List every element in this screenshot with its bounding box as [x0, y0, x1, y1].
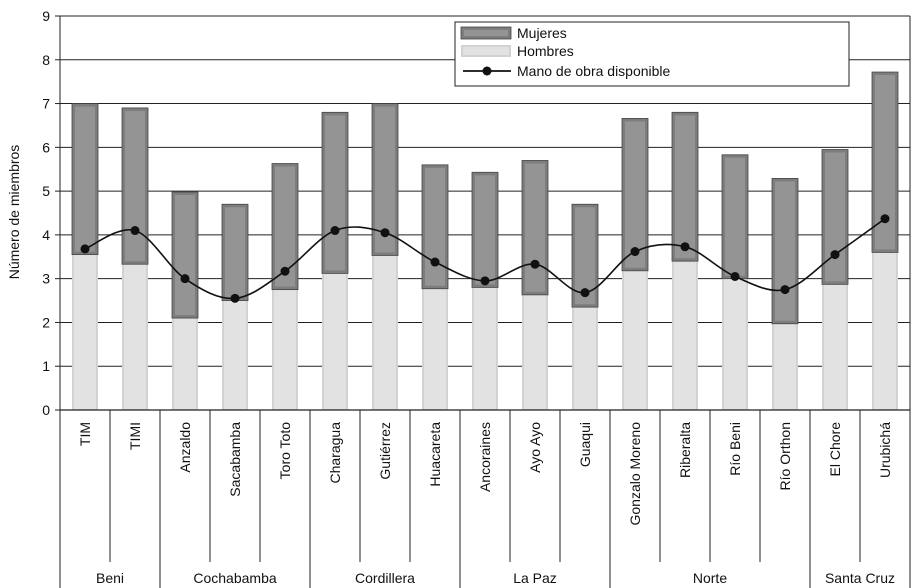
- bar-mujeres-highlight-huacareta: [425, 167, 445, 286]
- labor-point-anzaldo: [180, 274, 190, 284]
- bar-hombres-highlight-ayo-ayo: [524, 294, 546, 409]
- bar-hombres-highlight-toro-toto: [274, 289, 296, 409]
- legend-label-mujeres: Mujeres: [517, 25, 567, 41]
- legend-label-mano: Mano de obra disponible: [517, 63, 671, 79]
- labor-point-gonzalo-moreno: [630, 247, 640, 257]
- x-label-charagua: Charagua: [327, 422, 343, 484]
- labor-point-guaqui: [580, 288, 590, 298]
- bar-hombres-highlight-el-chore: [824, 284, 846, 409]
- x-label-gutierrez: Gutiérrez: [377, 422, 393, 480]
- bars: [71, 71, 899, 410]
- bar-hombres-highlight-rio-orthon: [774, 323, 796, 409]
- bar-hombres-highlight-huacareta: [424, 288, 446, 409]
- bar-mujeres-highlight-tim: [75, 106, 95, 252]
- axes: [55, 15, 911, 588]
- x-label-timi: TIMI: [127, 422, 143, 450]
- labor-point-ancoraines: [480, 276, 490, 286]
- x-label-gonzalo-moreno: Gonzalo Moreno: [627, 422, 643, 526]
- labor-point-el-chore: [830, 250, 840, 260]
- bar-mujeres-highlight-anzaldo: [175, 194, 195, 316]
- bar-mujeres-highlight-gonzalo-moreno: [625, 121, 645, 268]
- bar-mujeres-highlight-riberalta: [675, 115, 695, 259]
- labor-point-riberalta: [680, 242, 690, 252]
- group-label-norte: Norte: [693, 570, 727, 586]
- x-label-rio-beni: Río Beni: [727, 422, 743, 476]
- x-label-urubicha: Urubichá: [877, 422, 893, 478]
- x-label-sacabamba: Sacabamba: [227, 422, 243, 497]
- y-tick-label-2: 2: [42, 314, 50, 330]
- labor-point-ayo-ayo: [530, 259, 540, 269]
- y-axis-title: Número de miembros: [6, 145, 22, 280]
- y-tick-label-6: 6: [42, 139, 50, 155]
- labor-point-gutierrez: [380, 228, 390, 238]
- y-tick-label-5: 5: [42, 183, 50, 199]
- bar-mujeres-highlight-rio-orthon: [775, 181, 795, 321]
- bar-mujeres-highlight-gutierrez: [375, 106, 395, 253]
- labor-point-rio-beni: [730, 271, 740, 281]
- labor-point-urubicha: [880, 214, 890, 224]
- x-label-ancoraines: Ancoraines: [477, 422, 493, 492]
- bar-hombres-highlight-urubicha: [874, 252, 896, 409]
- labor-point-sacabamba: [230, 293, 240, 303]
- legend-box: [454, 21, 850, 87]
- y-tick-label-3: 3: [42, 271, 50, 287]
- legend-swatch-marker: [482, 66, 492, 76]
- x-label-anzaldo: Anzaldo: [177, 422, 193, 473]
- bar-mujeres-highlight-timi: [125, 110, 145, 262]
- x-label-rio-orthon: Río Orthon: [777, 422, 793, 490]
- bar-mujeres-highlight-ancoraines: [475, 175, 495, 285]
- bar-hombres-highlight-sacabamba: [224, 300, 246, 409]
- group-label-cochabamba: Cochabamba: [193, 570, 276, 586]
- bar-mujeres-highlight-rio-beni: [725, 157, 745, 276]
- labor-point-tim: [80, 244, 90, 254]
- labor-point-timi: [130, 226, 140, 236]
- x-label-toro-toto: Toro Toto: [277, 422, 293, 480]
- bar-mujeres-highlight-el-chore: [825, 152, 845, 282]
- x-label-guaqui: Guaqui: [577, 422, 593, 467]
- bar-mujeres-highlight-charagua: [325, 115, 345, 271]
- y-tick-label-7: 7: [42, 96, 50, 112]
- bar-mujeres-highlight-toro-toto: [275, 166, 295, 287]
- labor-point-toro-toto: [280, 266, 290, 276]
- bar-hombres-highlight-gonzalo-moreno: [624, 270, 646, 409]
- legend-swatch-mujeres-inner: [464, 30, 508, 36]
- bar-hombres-highlight-charagua: [324, 273, 346, 409]
- y-tick-label-9: 9: [42, 8, 50, 24]
- axis-labels: 0 1 2 3 4 5 6 7 8 9 TIM TIMI Anzaldo Sacabamba Toro To…: [42, 8, 895, 586]
- labor-point-huacareta: [430, 257, 440, 267]
- bar-mujeres-highlight-guaqui: [575, 207, 595, 305]
- labor-point-charagua: [330, 226, 340, 236]
- bar-hombres-highlight-anzaldo: [174, 318, 196, 409]
- x-label-huacareta: Huacareta: [427, 422, 443, 487]
- x-label-el-chore: El Chore: [827, 422, 843, 477]
- bar-hombres-highlight-rio-beni: [724, 278, 746, 409]
- x-label-tim: TIM: [77, 422, 93, 446]
- group-label-beni: Beni: [96, 570, 124, 586]
- bar-hombres-highlight-guaqui: [574, 307, 596, 409]
- bar-mujeres-highlight-sacabamba: [225, 207, 245, 298]
- y-tick-label-1: 1: [42, 358, 50, 374]
- bar-hombres-highlight-tim: [74, 254, 96, 409]
- bar-hombres-highlight-ancoraines: [474, 287, 496, 409]
- group-label-la-paz: La Paz: [513, 570, 557, 586]
- legend[interactable]: Mujeres Hombres Mano de obra disponible: [454, 21, 850, 87]
- x-label-riberalta: Riberalta: [677, 422, 693, 478]
- x-label-ayo-ayo: Ayo Ayo: [527, 422, 543, 473]
- bar-hombres-highlight-gutierrez: [374, 255, 396, 409]
- bar-mujeres-highlight-urubicha: [875, 75, 895, 250]
- bar-mujeres-highlight-ayo-ayo: [525, 163, 545, 292]
- legend-swatch-hombres-inner: [463, 47, 509, 55]
- bar-hombres-highlight-riberalta: [674, 261, 696, 409]
- labor-point-rio-orthon: [780, 285, 790, 295]
- bar-hombres-highlight-timi: [124, 264, 146, 409]
- group-label-santa-cruz: Santa Cruz: [825, 570, 895, 586]
- y-tick-label-8: 8: [42, 52, 50, 68]
- y-tick-label-0: 0: [42, 402, 50, 418]
- labor-line: [80, 214, 890, 303]
- legend-label-hombres: Hombres: [517, 43, 574, 59]
- y-tick-label-4: 4: [42, 227, 50, 243]
- group-label-cordillera: Cordillera: [355, 570, 415, 586]
